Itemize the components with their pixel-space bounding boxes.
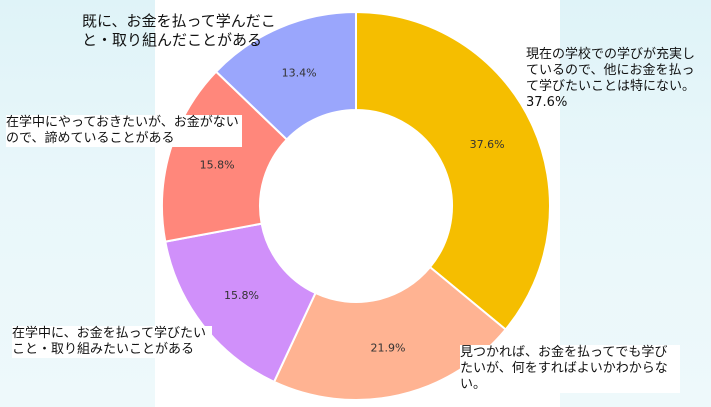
value-label-satisfied: 37.6%: [470, 138, 505, 151]
slice-label-want-but-unsure: 見つかれば、お金を払ってでも学びたいが、何をすればよいかわからない。: [460, 345, 680, 393]
value-label-gave-up-no-money: 15.8%: [200, 159, 235, 172]
slice-label-already-paid: 既に、お金を払って学んだこと・取り組んだことがある: [82, 12, 276, 49]
slice-label-gave-up-no-money: 在学中にやっておきたいが、お金がないので、諦めていることがある: [6, 115, 242, 147]
slice-satisfied: [355, 10, 551, 331]
value-label-already-paid: 13.4%: [282, 67, 317, 80]
slice-already-paid: [214, 10, 357, 141]
slice-label-satisfied: 現在の学校での学びが充実しているので、他にお金を払って学びたいことは特にない。3…: [526, 47, 696, 110]
value-label-want-but-unsure: 21.9%: [371, 341, 406, 354]
value-label-want-to-pay: 15.8%: [224, 289, 259, 302]
slice-label-want-to-pay: 在学中に、お金を払って学びたいこと・取り組みたいことがある: [12, 326, 212, 358]
slice-want-but-unsure: [272, 265, 508, 401]
